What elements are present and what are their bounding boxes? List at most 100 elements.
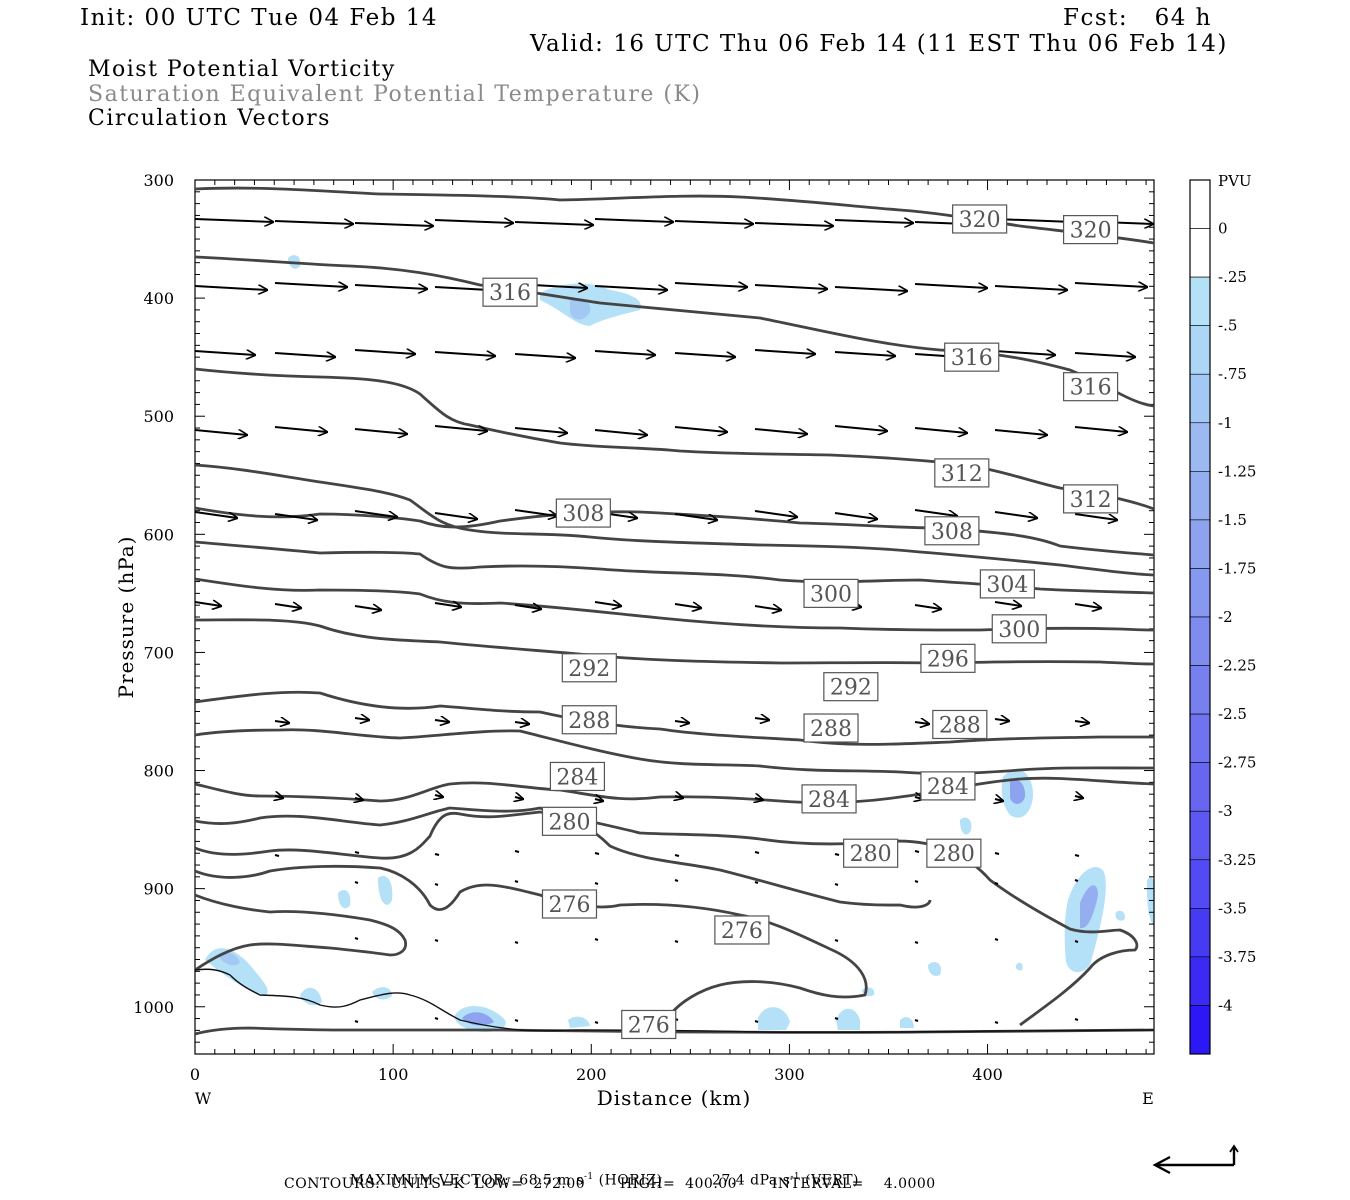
circulation-vector [355, 798, 363, 800]
x-tick-labels: 0 100 200 300 400 [190, 1065, 1003, 1084]
circulation-vector [434, 220, 513, 223]
contour-label: 288 [810, 717, 852, 742]
colorbar-segment [1189, 519, 1211, 569]
circulation-vector [275, 796, 283, 798]
circulation-vector [914, 605, 941, 609]
circulation-vector [354, 285, 427, 289]
circulation-vector [674, 513, 717, 520]
circulation-vector [514, 427, 567, 433]
circulation-vector [834, 220, 913, 223]
circulation-vector [994, 429, 1047, 435]
circulation-vector [994, 286, 1067, 290]
contour-label-box [952, 204, 1008, 234]
circulation-vector [434, 512, 477, 519]
circulation-vector [754, 606, 781, 610]
contour-label-box [549, 761, 606, 792]
circulation-vector [674, 879, 679, 882]
circulation-vector [514, 941, 519, 944]
circulation-vector [674, 283, 747, 287]
colorbar-label: -2.5 [1218, 705, 1247, 723]
x-tick-label: 200 [576, 1065, 607, 1084]
colorbar-segment [1189, 471, 1211, 521]
circulation-vector [514, 880, 519, 883]
isentrope [195, 893, 408, 972]
contour-label: 276 [721, 919, 763, 944]
circulation-vector [514, 1019, 519, 1022]
contour-label-box [926, 838, 982, 868]
circulation-vector [1074, 513, 1117, 520]
colorbar-label: -1.5 [1218, 511, 1247, 529]
circulation-vector [354, 350, 415, 354]
contour-label: 288 [939, 713, 981, 738]
pv-patch [758, 1007, 790, 1030]
circulation-vector [754, 285, 827, 289]
colorbar-segment [1189, 665, 1211, 715]
contour-label-box [801, 784, 857, 814]
circulation-vector [434, 939, 439, 942]
circulation-vector [274, 283, 347, 287]
isentrope [195, 690, 1154, 746]
x-tick-label: 400 [972, 1065, 1003, 1084]
isentrope [195, 618, 1154, 666]
contour-label: 280 [548, 810, 590, 835]
y-tick-label: 700 [143, 643, 174, 662]
horiz-unit: (HORIZ) [598, 1172, 663, 1189]
contour-label-box [920, 771, 976, 801]
circulation-vector [514, 850, 520, 853]
circulation-vector [674, 854, 680, 857]
colorbar-label: -4 [1218, 996, 1233, 1014]
circulation-vectors [195, 219, 1153, 1024]
circulation-vector [834, 287, 907, 291]
circulation-vector [1074, 879, 1079, 882]
pv-colorbar: PVU 0 -.25 -.5 -.75 -1 -1.25 -1.5 -1.75 -2 -2.25 -2… [1189, 172, 1256, 1055]
circulation-vector [594, 1021, 599, 1024]
circulation-vector [834, 883, 839, 886]
circulation-vector [674, 221, 753, 224]
contour-label: 288 [568, 709, 610, 734]
terrain-line [195, 968, 1154, 1034]
circulation-vector [914, 850, 920, 853]
circulation-vector [994, 219, 1073, 222]
colorbar-segment [1189, 422, 1211, 472]
title-theta-es: Saturation Equivalent Potential Temperat… [88, 82, 702, 107]
colorbar-segment [1189, 908, 1211, 958]
colorbar-label: -.75 [1218, 365, 1247, 383]
circulation-vector [834, 853, 840, 856]
contour-label-box [541, 806, 598, 836]
circulation-vector [354, 851, 360, 854]
colorbar-label: 0 [1218, 220, 1228, 238]
circulation-vector [195, 219, 273, 222]
horiz-exp: -1 [583, 1172, 594, 1182]
circulation-vector [914, 284, 987, 288]
pv-patch [540, 283, 641, 326]
circulation-vector [1074, 604, 1101, 608]
pv-patch [205, 948, 268, 995]
pv-shading [205, 255, 1154, 1032]
colorbar-unit: PVU [1218, 172, 1252, 190]
isentrope [195, 864, 868, 1032]
colorbar-label: -3.25 [1218, 851, 1256, 869]
contour-label: 292 [830, 676, 872, 701]
colorbar-segment [1189, 1005, 1211, 1055]
circulation-vector [434, 425, 487, 431]
max-vector-line: MAXIMUM VECTOR: 68.5 m s-1 (HORIZ) 27.4 … [340, 1159, 859, 1188]
circulation-vector [274, 353, 335, 357]
contour-label-box [979, 569, 1035, 599]
colorbar-frame [1189, 179, 1211, 1055]
circulation-vector [914, 1019, 919, 1022]
isentrope [195, 255, 1154, 408]
colorbar-label: -2.25 [1218, 657, 1256, 675]
circulation-vector [834, 512, 877, 519]
circulation-vector [1074, 854, 1080, 857]
circulation-vector [594, 351, 655, 355]
contour-label-box [1062, 484, 1119, 514]
circulation-vector [594, 882, 599, 885]
colorbar-segment [1189, 325, 1211, 375]
colorbar-segment [1189, 179, 1211, 229]
axis-ticks [194, 179, 1154, 1055]
circulation-vector [994, 882, 999, 885]
circulation-vector [274, 604, 301, 608]
pv-patch [1010, 779, 1026, 804]
circulation-vector [754, 881, 759, 884]
contour-label: 316 [489, 281, 531, 306]
